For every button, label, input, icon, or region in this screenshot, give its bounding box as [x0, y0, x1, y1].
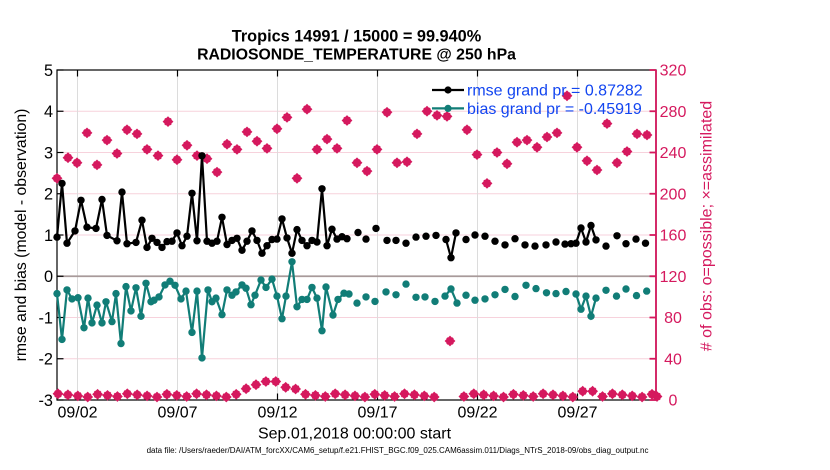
svg-text:09/12: 09/12: [257, 405, 297, 422]
svg-text:120: 120: [660, 269, 687, 286]
svg-text:# of obs: o=possible; ×=assimi: # of obs: o=possible; ×=assimilated: [699, 101, 716, 351]
svg-text:09/27: 09/27: [557, 405, 597, 422]
svg-text:0: 0: [669, 393, 678, 410]
svg-text:rmse grand pr = 0.87282: rmse grand pr = 0.87282: [467, 83, 643, 100]
svg-text:bias grand pr = -0.45919: bias grand pr = -0.45919: [467, 101, 642, 118]
svg-text:Tropics 14991 / 15000 = 99.940: Tropics 14991 / 15000 = 99.940%: [232, 28, 482, 46]
svg-text:09/02: 09/02: [57, 405, 97, 422]
svg-text:40: 40: [664, 351, 682, 368]
svg-text:3: 3: [44, 144, 53, 162]
svg-text:280: 280: [660, 104, 687, 121]
svg-text:5: 5: [44, 62, 53, 80]
svg-text:-2: -2: [39, 351, 53, 369]
svg-text:Sep.01,2018 00:00:00 start: Sep.01,2018 00:00:00 start: [258, 426, 452, 443]
svg-text:4: 4: [44, 103, 53, 121]
svg-text:2: 2: [44, 186, 53, 204]
svg-text:RADIOSONDE_TEMPERATURE @ 250 h: RADIOSONDE_TEMPERATURE @ 250 hPa: [197, 47, 516, 64]
svg-text:09/07: 09/07: [157, 405, 197, 422]
svg-text:-1: -1: [39, 309, 53, 327]
svg-text:240: 240: [660, 145, 687, 162]
svg-text:320: 320: [660, 63, 687, 80]
svg-text:200: 200: [660, 186, 687, 203]
svg-text:1: 1: [44, 227, 53, 245]
svg-text:data file: /Users/raeder/DAI/A: data file: /Users/raeder/DAI/ATM_forcXX/…: [147, 446, 649, 455]
svg-text:-3: -3: [39, 392, 53, 410]
svg-text:160: 160: [660, 228, 687, 245]
svg-text:rmse and bias (model - observa: rmse and bias (model - observation): [13, 109, 30, 362]
svg-text:80: 80: [664, 310, 682, 327]
svg-text:0: 0: [44, 268, 53, 286]
svg-text:09/22: 09/22: [457, 405, 497, 422]
svg-text:09/17: 09/17: [357, 405, 397, 422]
